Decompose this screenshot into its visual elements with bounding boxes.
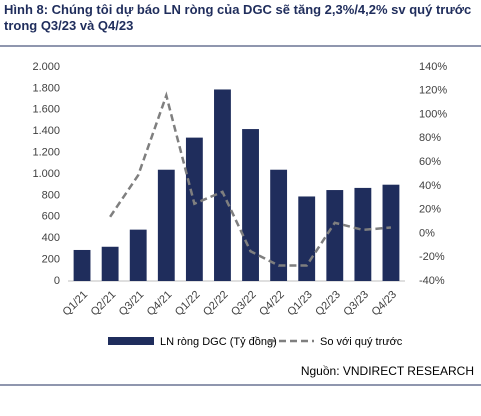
y-tick-label: 1.800 (32, 82, 60, 94)
y-tick-label: 200 (42, 254, 60, 266)
y2-tick-label: -20% (419, 251, 445, 263)
y2-tick-label: 120% (419, 85, 447, 97)
x-tick-label: Q4/22 (257, 289, 287, 319)
bar (242, 129, 259, 281)
x-tick-label: Q2/22 (201, 289, 231, 319)
x-tick-label: Q2/21 (89, 289, 119, 319)
line (109, 91, 392, 267)
y2-tick-label: 60% (419, 156, 441, 168)
y2-tick-label: 100% (419, 108, 447, 120)
bar (157, 169, 175, 281)
bar (185, 137, 203, 281)
x-tick-label: Q2/23 (313, 289, 343, 319)
legend-swatch (108, 337, 154, 345)
x-tick-label: Q1/21 (61, 289, 91, 319)
bar (354, 187, 372, 281)
y-tick-label: 1.000 (32, 168, 60, 180)
legend-label: LN ròng DGC (Tỷ đồng) (160, 336, 277, 348)
source: Nguồn: VNDIRECT RESEARCH (301, 364, 474, 378)
y-tick-label: 2.000 (32, 61, 60, 73)
bar (270, 169, 288, 281)
y2-tick-label: 0% (419, 227, 435, 239)
x-tick-label: Q4/21 (145, 289, 175, 319)
x-tick-label: Q3/23 (341, 289, 371, 319)
y2-tick-label: 40% (419, 180, 441, 192)
y-tick-label: 1.400 (32, 125, 60, 137)
chart-title: Hình 8: Chúng tôi dự báo LN ròng của DGC… (4, 2, 472, 33)
y-tick-label: 1.600 (32, 104, 60, 116)
bar (129, 229, 147, 281)
y2-tick-label: 140% (419, 61, 447, 73)
y2-tick-label: 80% (419, 132, 441, 144)
x-tick-label: Q3/22 (229, 289, 259, 319)
y-tick-label: 0 (54, 275, 60, 287)
y-tick-label: 400 (42, 232, 60, 244)
y2-tick-label: 20% (419, 204, 441, 216)
bar (298, 196, 316, 281)
title-box: Hình 8: Chúng tôi dự báo LN ròng của DGC… (4, 2, 472, 33)
y-tick-label: 1.200 (32, 147, 60, 159)
x-tick-label: Q1/23 (285, 289, 315, 319)
y2-tick-label: -40% (419, 275, 445, 287)
x-tick-label: Q1/22 (173, 289, 203, 319)
x-tick-label: Q4/23 (369, 289, 399, 319)
bar (382, 184, 400, 281)
bar (73, 249, 91, 281)
bar (101, 246, 119, 281)
y-tick-label: 600 (42, 211, 60, 223)
bar (214, 89, 231, 281)
bar (326, 190, 344, 281)
legend-label: So với quý trước (320, 336, 403, 348)
x-tick-label: Q3/21 (117, 289, 147, 319)
y-tick-label: 800 (42, 189, 60, 201)
